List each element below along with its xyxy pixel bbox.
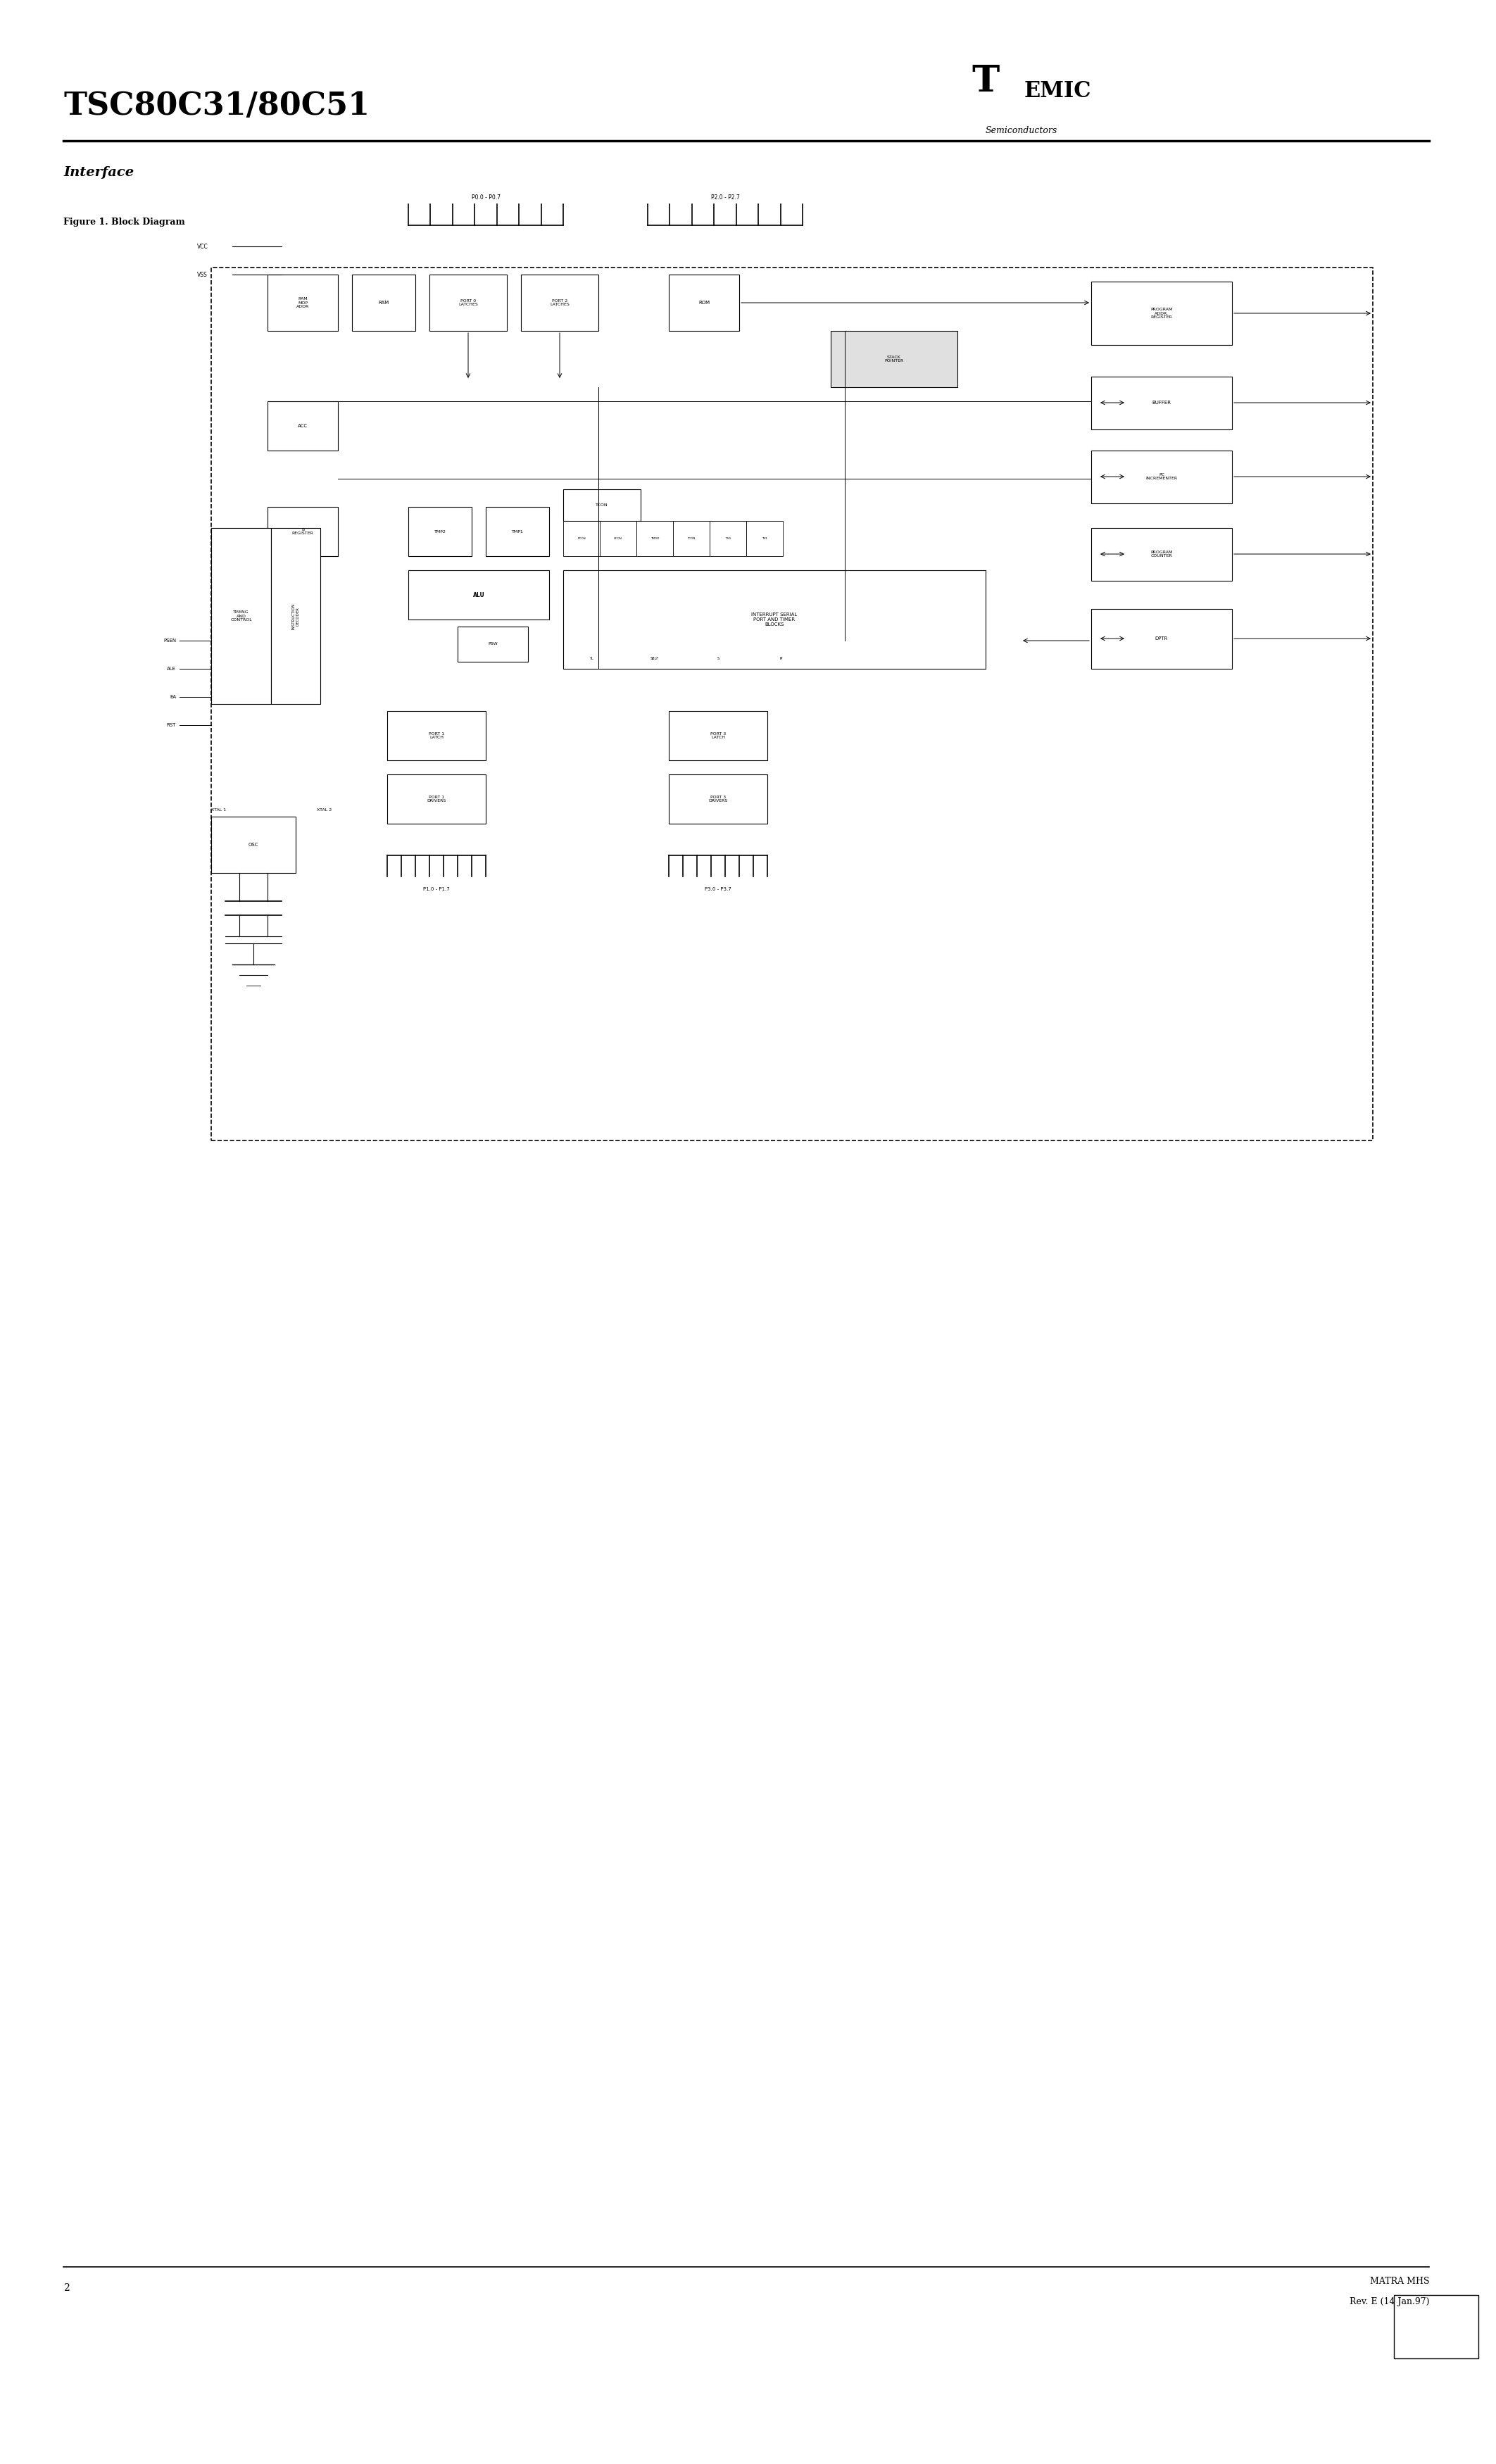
FancyBboxPatch shape — [1091, 377, 1233, 429]
Text: XTAL 2: XTAL 2 — [317, 808, 332, 811]
Text: PC
INCREMENTER: PC INCREMENTER — [1146, 473, 1177, 480]
Text: TSC80C31/80C51: TSC80C31/80C51 — [63, 91, 370, 121]
FancyBboxPatch shape — [211, 816, 296, 872]
Text: PORT 1
LATCH: PORT 1 LATCH — [429, 732, 444, 739]
FancyBboxPatch shape — [673, 520, 709, 557]
FancyBboxPatch shape — [600, 520, 636, 557]
Text: PORT 0
LATCHES: PORT 0 LATCHES — [458, 298, 477, 306]
FancyBboxPatch shape — [1091, 527, 1233, 582]
Text: P1.0 - P1.7: P1.0 - P1.7 — [423, 887, 450, 892]
FancyBboxPatch shape — [486, 508, 549, 557]
Text: PORT 3
DRIVERS: PORT 3 DRIVERS — [709, 796, 727, 803]
FancyBboxPatch shape — [387, 774, 486, 823]
FancyBboxPatch shape — [1091, 451, 1233, 503]
Text: B
REGISTER: B REGISTER — [292, 527, 314, 535]
Text: VCC: VCC — [197, 244, 208, 249]
Text: Interface: Interface — [63, 165, 133, 180]
Text: SBLF: SBLF — [651, 655, 658, 660]
Bar — [211, 269, 1373, 1141]
Text: P0.0 - P0.7: P0.0 - P0.7 — [471, 195, 500, 200]
Text: EA: EA — [169, 695, 177, 700]
FancyBboxPatch shape — [562, 490, 640, 520]
FancyBboxPatch shape — [408, 508, 471, 557]
Text: PSW: PSW — [488, 643, 498, 646]
Text: Rev. E (14 Jan.97): Rev. E (14 Jan.97) — [1349, 2296, 1429, 2306]
Text: S: S — [717, 655, 720, 660]
Text: TMOD: TMOD — [651, 537, 660, 540]
FancyBboxPatch shape — [830, 330, 957, 387]
Text: MATRA MHS: MATRA MHS — [1370, 2277, 1429, 2287]
FancyBboxPatch shape — [521, 274, 598, 330]
Text: RAM
MOP
ADDR: RAM MOP ADDR — [296, 298, 310, 308]
FancyBboxPatch shape — [1394, 2294, 1478, 2358]
Text: TCON: TCON — [687, 537, 696, 540]
FancyBboxPatch shape — [387, 712, 486, 761]
Text: OSC: OSC — [248, 843, 259, 848]
FancyBboxPatch shape — [636, 520, 673, 557]
Text: PROGRAM
COUNTER: PROGRAM COUNTER — [1150, 549, 1173, 557]
Text: P3.0 - P3.7: P3.0 - P3.7 — [705, 887, 732, 892]
Text: ALE: ALE — [168, 668, 177, 670]
Text: PCON: PCON — [577, 537, 585, 540]
Text: 2: 2 — [63, 2284, 69, 2294]
FancyBboxPatch shape — [352, 274, 416, 330]
FancyBboxPatch shape — [271, 527, 320, 705]
FancyBboxPatch shape — [709, 520, 747, 557]
Text: VSS: VSS — [197, 271, 208, 278]
Text: RAM: RAM — [378, 301, 389, 306]
FancyBboxPatch shape — [562, 569, 986, 668]
Text: RST: RST — [166, 722, 177, 727]
FancyBboxPatch shape — [562, 520, 600, 557]
Text: ROM: ROM — [699, 301, 709, 306]
FancyBboxPatch shape — [669, 712, 767, 761]
Text: PORT 1
DRIVERS: PORT 1 DRIVERS — [426, 796, 446, 803]
FancyBboxPatch shape — [669, 774, 767, 823]
FancyBboxPatch shape — [268, 274, 338, 330]
FancyBboxPatch shape — [268, 402, 338, 451]
Text: Figure 1. Block Diagram: Figure 1. Block Diagram — [63, 217, 186, 227]
FancyBboxPatch shape — [429, 274, 507, 330]
Text: INSTRUCTION
DECODER: INSTRUCTION DECODER — [292, 604, 299, 628]
Text: TL: TL — [589, 655, 594, 660]
Text: IP: IP — [779, 655, 782, 660]
Text: INTERRUPT SERIAL
PORT AND TIMER
BLOCKS: INTERRUPT SERIAL PORT AND TIMER BLOCKS — [751, 614, 797, 626]
Text: STACK
POINTER: STACK POINTER — [884, 355, 904, 362]
FancyBboxPatch shape — [747, 520, 782, 557]
Text: DPTR: DPTR — [1155, 636, 1168, 641]
Text: P2.0 - P2.7: P2.0 - P2.7 — [711, 195, 739, 200]
FancyBboxPatch shape — [408, 569, 549, 618]
Text: PORT 2
LATCHES: PORT 2 LATCHES — [551, 298, 570, 306]
Text: TMP2: TMP2 — [434, 530, 446, 532]
Text: TMP1: TMP1 — [512, 530, 524, 532]
Text: TCON: TCON — [595, 503, 609, 508]
Text: TH1: TH1 — [761, 537, 767, 540]
FancyBboxPatch shape — [211, 527, 271, 705]
Text: SCON: SCON — [613, 537, 622, 540]
Text: PROGRAM
ADDR.
REGISTER: PROGRAM ADDR. REGISTER — [1150, 308, 1173, 318]
Text: ALU: ALU — [473, 591, 485, 599]
Text: EMIC: EMIC — [1025, 81, 1092, 103]
Text: ACC: ACC — [298, 424, 308, 429]
Text: XTAL 1: XTAL 1 — [211, 808, 226, 811]
Text: TH0: TH0 — [726, 537, 732, 540]
Text: BUFFER: BUFFER — [1152, 402, 1171, 404]
Text: PSEN: PSEN — [163, 638, 177, 643]
FancyBboxPatch shape — [1091, 609, 1233, 668]
FancyBboxPatch shape — [1091, 281, 1233, 345]
Text: T: T — [971, 64, 999, 99]
FancyBboxPatch shape — [268, 508, 338, 557]
FancyBboxPatch shape — [458, 626, 528, 663]
Text: Semiconductors: Semiconductors — [986, 126, 1058, 136]
Text: TIMING
AND
CONTROL: TIMING AND CONTROL — [230, 611, 251, 621]
Text: PORT 3
LATCH: PORT 3 LATCH — [711, 732, 726, 739]
FancyBboxPatch shape — [669, 274, 739, 330]
